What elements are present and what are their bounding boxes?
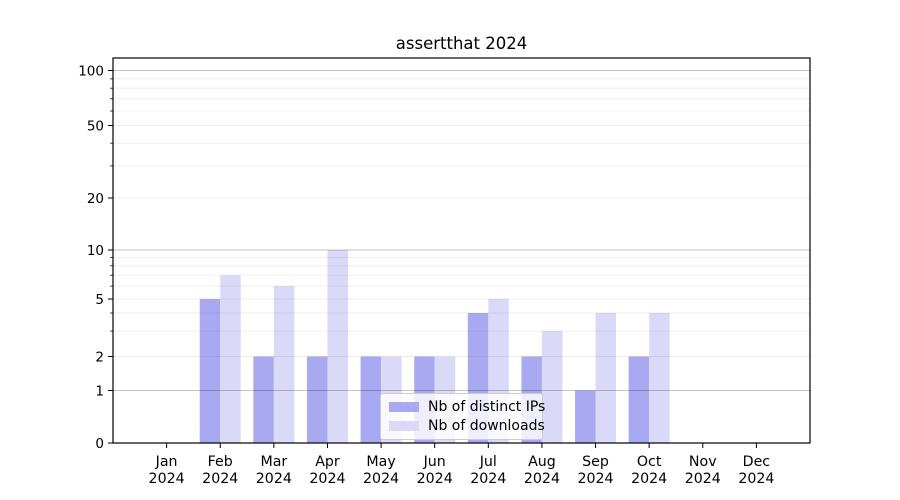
bar-oct-series1 (649, 313, 670, 443)
bar-may-series0 (360, 356, 382, 443)
x-tick-label-month: Mar (260, 454, 287, 470)
bar-sep-series0 (575, 390, 596, 443)
x-tick-label-year: 2024 (149, 471, 185, 487)
bar-sep-series1 (595, 313, 617, 443)
legend-label-distinct-ips: Nb of distinct IPs (428, 399, 546, 415)
x-tick-label-month: Nov (689, 454, 717, 470)
x-tick-label-month: Jul (479, 454, 497, 470)
y-tick-label: 2 (95, 349, 104, 365)
x-tick-label-year: 2024 (524, 471, 560, 487)
bar-apr-series1 (327, 250, 348, 443)
x-tick-label-year: 2024 (309, 471, 345, 487)
legend-item-distinct-ips: Nb of distinct IPs (389, 399, 545, 415)
bar-mar-series1 (273, 286, 295, 443)
y-tick-label: 50 (87, 118, 104, 134)
x-tick-label-year: 2024 (470, 471, 506, 487)
x-tick-label-month: Oct (637, 454, 662, 470)
x-tick-label-year: 2024 (363, 471, 399, 487)
y-tick-label: 20 (87, 191, 104, 207)
x-tick-label-year: 2024 (685, 471, 721, 487)
legend-item-downloads: Nb of downloads (389, 418, 545, 434)
x-tick-label-month: Sep (582, 454, 609, 470)
bar-oct-series0 (628, 356, 650, 443)
y-tick-label: 0 (95, 436, 104, 452)
x-tick-label-year: 2024 (256, 471, 292, 487)
x-tick-label-year: 2024 (738, 471, 774, 487)
y-tick-label: 100 (78, 63, 104, 79)
bar-mar-series0 (253, 356, 274, 443)
bar-apr-series0 (306, 356, 328, 443)
y-tick-label: 5 (95, 292, 104, 308)
chart-title: assertthat 2024 (395, 34, 528, 53)
bar-feb-series1 (220, 275, 241, 443)
legend-swatch-distinct-ips (389, 402, 419, 412)
y-tick-label: 10 (87, 243, 104, 259)
x-tick-label-year: 2024 (202, 471, 238, 487)
x-tick-label-month: Jan (155, 454, 178, 470)
x-tick-label-month: Apr (315, 454, 340, 470)
legend-label-downloads: Nb of downloads (428, 418, 545, 434)
x-tick-label-year: 2024 (417, 471, 453, 487)
legend: Nb of distinct IPs Nb of downloads (380, 393, 545, 440)
legend-swatch-downloads (389, 421, 419, 431)
x-tick-label-year: 2024 (577, 471, 613, 487)
x-tick-label-month: Feb (208, 454, 233, 470)
x-tick-label-month: Dec (743, 454, 770, 470)
x-tick-label-month: May (366, 454, 395, 470)
x-tick-label-year: 2024 (631, 471, 667, 487)
bar-feb-series0 (199, 299, 221, 443)
x-tick-label-month: Jun (423, 454, 446, 470)
y-tick-label: 1 (95, 383, 104, 399)
bar-aug-series1 (541, 331, 563, 443)
x-tick-label-month: Aug (528, 454, 556, 470)
